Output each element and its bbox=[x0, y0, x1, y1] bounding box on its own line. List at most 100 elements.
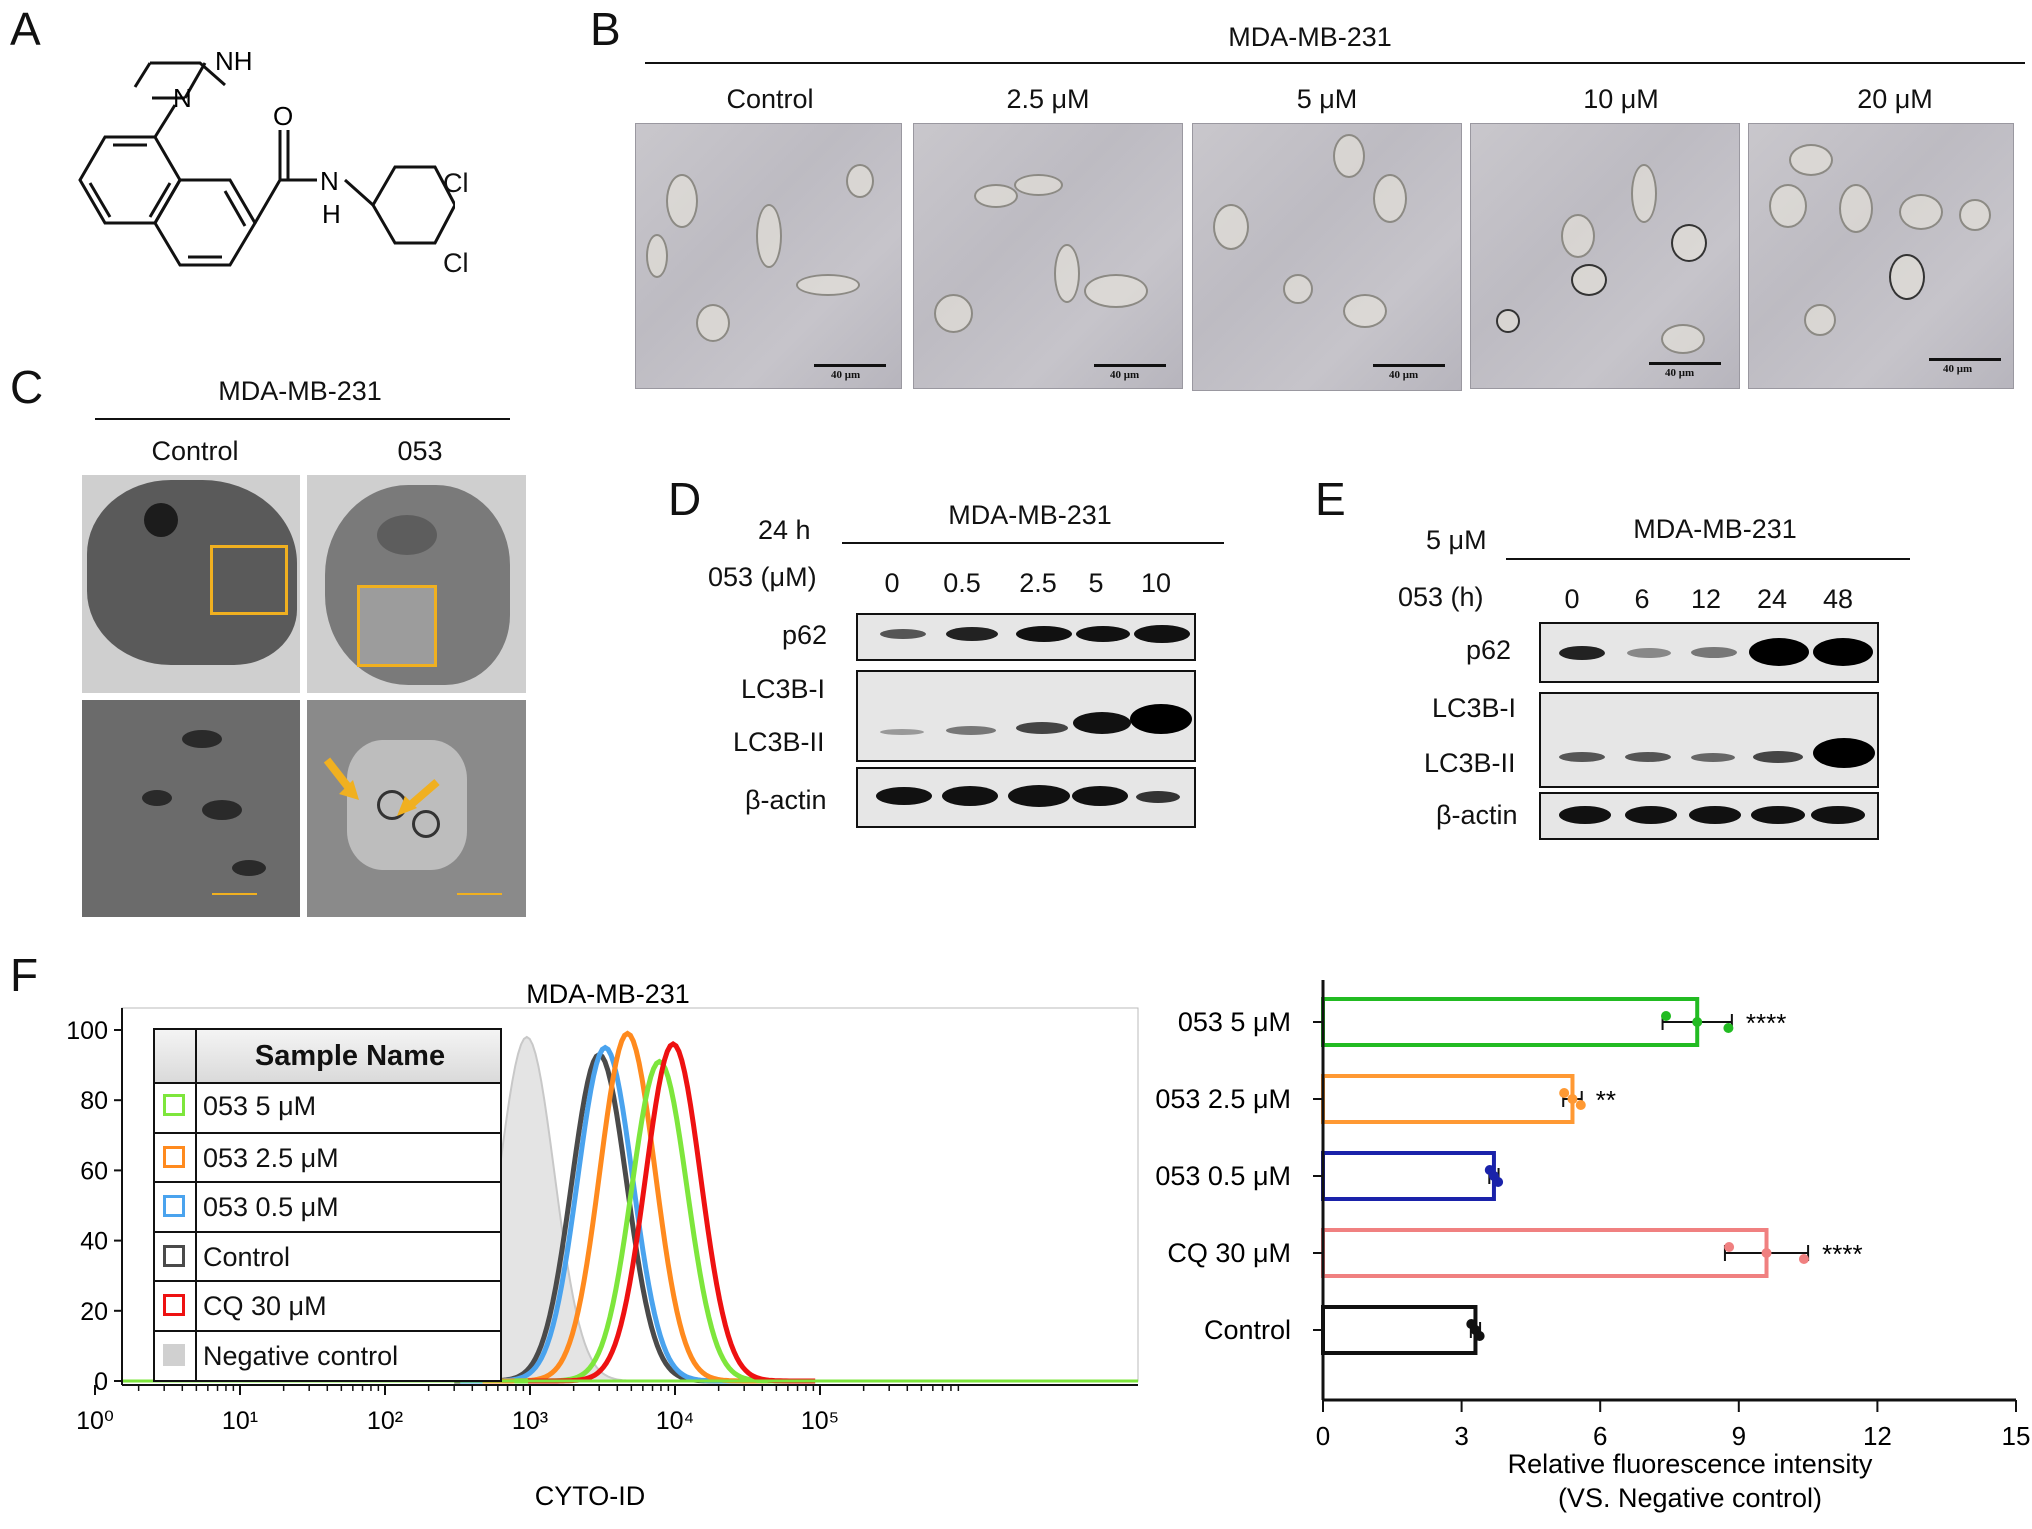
tem-control-high bbox=[82, 700, 300, 917]
x-tick-label: 15 bbox=[2002, 1421, 2031, 1451]
legend-label: CQ 30 μM bbox=[203, 1291, 327, 1321]
e-blot-p62 bbox=[1539, 622, 1879, 683]
data-point bbox=[1474, 1331, 1485, 1341]
atom-cl-2: Cl bbox=[443, 248, 469, 278]
e-time-label: 053 (h) bbox=[1398, 582, 1484, 612]
bar-xlabel-2: (VS. Negative control) bbox=[1558, 1483, 1822, 1513]
x-tick-label: 6 bbox=[1593, 1421, 1607, 1451]
bar-category-label: Control bbox=[1204, 1315, 1291, 1345]
panel-label-d: D bbox=[668, 473, 702, 525]
atom-n-piperazine: N bbox=[173, 83, 192, 113]
tem-053-low bbox=[307, 475, 526, 693]
micrograph-20um: 40 μm bbox=[1748, 123, 2014, 389]
histogram-legend: Sample Name 053 5 μM 053 2.5 μM 053 0.5 μM… bbox=[153, 1028, 502, 1382]
data-point bbox=[1661, 1011, 1672, 1021]
e-time-24: 24 bbox=[1756, 584, 1788, 614]
legend-row: 053 0.5 μM bbox=[155, 1181, 500, 1232]
bar-xlabel: Relative fluorescence intensity bbox=[1508, 1449, 1873, 1479]
b-condition-2: 2.5 μM bbox=[1006, 84, 1090, 114]
d-dose-0: 0 bbox=[884, 568, 900, 598]
d-blot-lc3b bbox=[856, 670, 1196, 762]
legend-header bbox=[155, 1030, 500, 1084]
legend-label: Negative control bbox=[203, 1340, 399, 1371]
x-tick-label: 3 bbox=[1454, 1421, 1468, 1451]
tem-control-low bbox=[82, 475, 300, 693]
b-condition-5: 20 μM bbox=[1857, 84, 1933, 114]
d-dose-0-5: 0.5 bbox=[943, 568, 981, 598]
micrograph-control: 40 μm bbox=[635, 123, 902, 389]
e-blot-beta-actin bbox=[1539, 792, 1879, 840]
panel-label-f: F bbox=[10, 949, 39, 1001]
bar-marks: ********** bbox=[1321, 997, 1863, 1355]
legend-label: Control bbox=[203, 1241, 291, 1272]
significance-label: **** bbox=[1746, 1008, 1786, 1038]
d-blot-p62 bbox=[856, 613, 1196, 661]
micrograph-5um: 40 μm bbox=[1192, 123, 1462, 391]
legend-row: Negative control bbox=[155, 1329, 500, 1381]
bar-category-label: CQ 30 μM bbox=[1167, 1238, 1291, 1268]
x-tick-label: 10¹ bbox=[222, 1407, 258, 1435]
d-dose-2-5: 2.5 bbox=[1019, 568, 1057, 598]
bar-axes: 053 5 μM 053 2.5 μM 053 0.5 μM CQ 30 μM Cont… bbox=[1155, 980, 2030, 1451]
d-dose-label: 053 (μM) bbox=[708, 562, 817, 592]
y-tick-label: 0 bbox=[94, 1368, 108, 1396]
d-blot-beta-actin bbox=[856, 767, 1196, 828]
data-point bbox=[1723, 1023, 1734, 1033]
legend-label: 053 0.5 μM bbox=[203, 1192, 339, 1222]
data-point bbox=[1724, 1242, 1735, 1252]
data-point bbox=[1692, 1017, 1703, 1027]
x-tick-label: 9 bbox=[1732, 1421, 1746, 1451]
y-tick-label: 60 bbox=[80, 1157, 108, 1185]
e-row-lc3b-ii: LC3B-II bbox=[1424, 748, 1516, 778]
b-condition-4: 10 μM bbox=[1583, 84, 1659, 114]
panel-label-a: A bbox=[10, 3, 41, 55]
legend-swatch bbox=[163, 1145, 185, 1168]
d-time: 24 h bbox=[758, 515, 811, 545]
micrograph-10um: 40 μm bbox=[1470, 123, 1740, 389]
legend-swatch bbox=[163, 1094, 185, 1116]
histogram-title: MDA-MB-231 bbox=[526, 979, 690, 1009]
atom-amide-h: H bbox=[322, 199, 341, 229]
d-row-beta-actin: β-actin bbox=[745, 785, 827, 815]
legend-swatch bbox=[163, 1244, 185, 1267]
d-row-lc3b-ii: LC3B-II bbox=[733, 727, 825, 757]
data-point bbox=[1798, 1254, 1809, 1264]
e-row-p62: p62 bbox=[1466, 635, 1512, 665]
atom-o: O bbox=[273, 101, 293, 131]
e-row-lc3b-i: LC3B-I bbox=[1432, 693, 1517, 723]
d-row-p62: p62 bbox=[782, 620, 828, 650]
c-header-line bbox=[95, 418, 510, 420]
bar-category-label: 053 0.5 μM bbox=[1155, 1161, 1291, 1191]
bar bbox=[1321, 1074, 1575, 1124]
micrograph-2-5um: 40 μm bbox=[913, 123, 1183, 389]
e-time-6: 6 bbox=[1634, 584, 1650, 614]
chemical-structure: N NH O N H bbox=[78, 46, 455, 267]
x-tick-label: 12 bbox=[1863, 1421, 1892, 1451]
bar-category-label: 053 5 μM bbox=[1178, 1007, 1291, 1037]
legend-label: 053 5 μM bbox=[203, 1091, 317, 1121]
x-tick-label: 10³ bbox=[512, 1407, 548, 1435]
e-time-12: 12 bbox=[1690, 584, 1722, 614]
b-condition-3: 5 μM bbox=[1296, 84, 1358, 114]
bar bbox=[1321, 997, 1700, 1047]
tem-053-high bbox=[307, 700, 526, 917]
e-dose: 5 μM bbox=[1426, 525, 1487, 555]
data-point bbox=[1493, 1177, 1504, 1187]
atom-cl-1: Cl bbox=[443, 168, 469, 198]
d-header-line bbox=[842, 542, 1224, 544]
histogram-axes: 0 20 40 60 80 100 10⁰ 10¹ 10² 10³ 10⁴ 10⁵ bbox=[66, 1008, 1138, 1435]
d-dose-5: 5 bbox=[1088, 568, 1104, 598]
x-tick-label: 10² bbox=[367, 1407, 403, 1435]
legend-row: CQ 30 μM bbox=[155, 1280, 500, 1331]
y-tick-label: 20 bbox=[80, 1298, 108, 1326]
panel-label-c: C bbox=[10, 361, 44, 413]
x-tick-label: 10⁰ bbox=[76, 1407, 114, 1435]
bar bbox=[1321, 1305, 1478, 1355]
d-row-lc3b-i: LC3B-I bbox=[741, 674, 826, 704]
e-cell-line: MDA-MB-231 bbox=[1633, 514, 1797, 544]
data-point bbox=[1761, 1248, 1772, 1258]
arrow-icon bbox=[323, 757, 440, 816]
e-row-beta-actin: β-actin bbox=[1436, 800, 1518, 830]
histogram-xlabel: CYTO-ID bbox=[535, 1481, 646, 1511]
